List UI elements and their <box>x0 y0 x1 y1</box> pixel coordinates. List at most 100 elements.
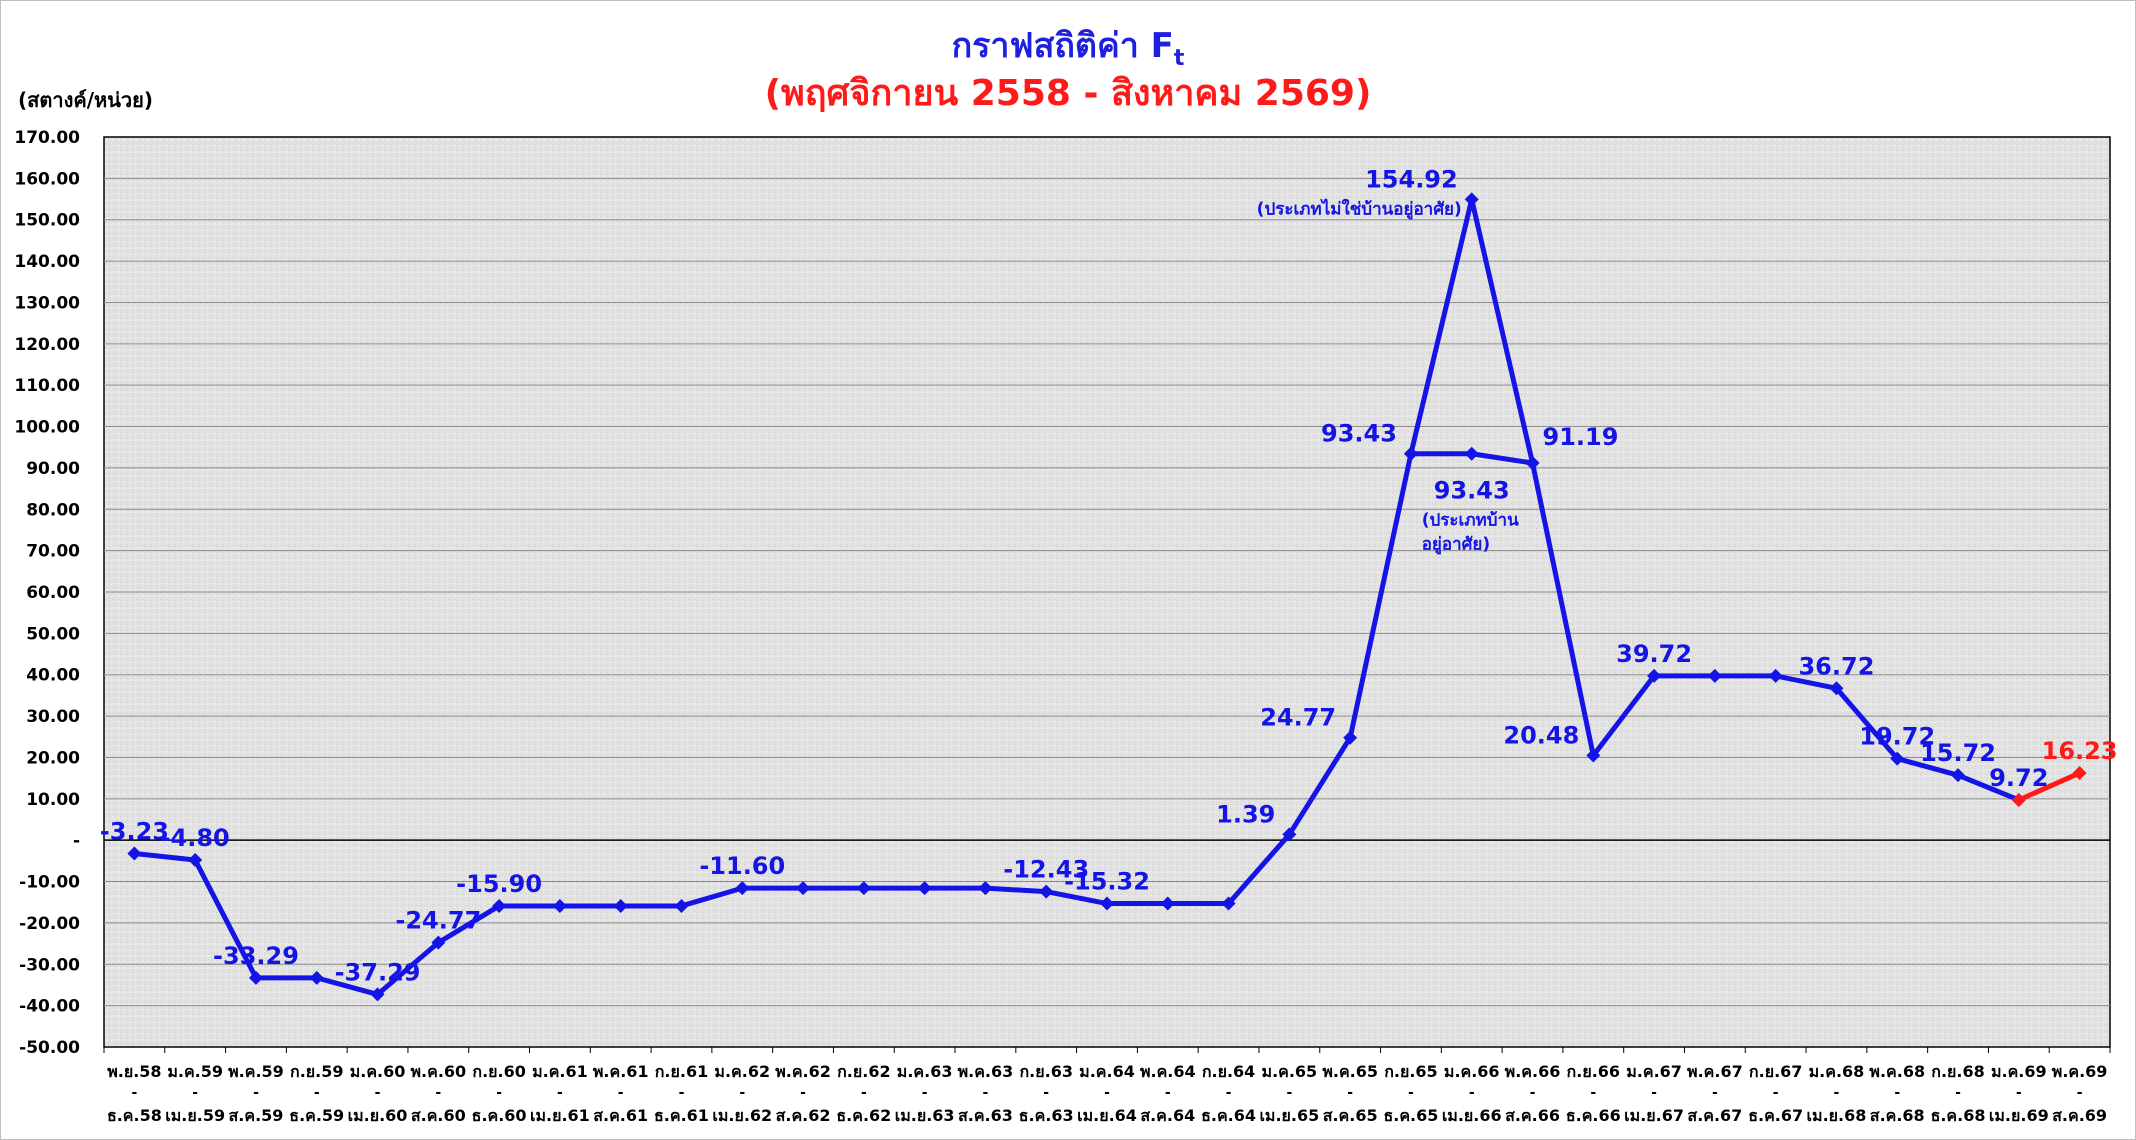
data-point-marker <box>1282 827 1297 842</box>
data-point-marker <box>1586 748 1601 763</box>
x-tick-label: ธ.ค.67 <box>1748 1106 1803 1125</box>
data-label: 24.77 <box>1260 704 1336 732</box>
data-point-marker <box>1768 668 1783 683</box>
data-label: 93.43 <box>1321 420 1397 448</box>
data-point-marker <box>735 881 750 896</box>
x-tick-label: ม.ค.64 <box>1079 1062 1135 1081</box>
x-tick-label: ก.ย.60 <box>472 1062 525 1081</box>
x-tick-separator: - <box>557 1085 563 1101</box>
x-tick-separator: - <box>375 1085 381 1101</box>
x-tick-separator: - <box>1043 1085 1049 1101</box>
x-tick-label: ก.ย.64 <box>1202 1062 1255 1081</box>
x-tick-label: พ.ค.67 <box>1687 1062 1743 1081</box>
y-tick-label: - <box>73 831 80 851</box>
data-point-marker <box>248 970 263 985</box>
data-point-marker <box>1100 896 1114 911</box>
data-label: -24.77 <box>395 907 481 935</box>
x-tick-separator: - <box>1773 1085 1779 1101</box>
x-tick-separator: - <box>496 1085 502 1101</box>
x-tick-label: เม.ย.60 <box>348 1106 408 1125</box>
x-tick-separator: - <box>1469 1085 1475 1101</box>
x-tick-separator: - <box>2077 1085 2083 1101</box>
x-tick-label: เม.ย.63 <box>895 1106 955 1125</box>
y-tick-label: 100.00 <box>14 418 80 438</box>
x-tick-separator: - <box>1712 1085 1718 1101</box>
y-tick-label: 30.00 <box>26 707 80 727</box>
y-tick-label: 130.00 <box>14 293 80 313</box>
x-tick-separator: - <box>2016 1085 2022 1101</box>
series-line-3 <box>2016 770 2083 803</box>
x-tick-separator: - <box>922 1085 928 1101</box>
data-label: -12.43 <box>1003 856 1089 884</box>
y-tick-label: -40.00 <box>19 997 80 1017</box>
x-tick-separator: - <box>1834 1085 1840 1101</box>
x-tick-separator: - <box>1651 1085 1657 1101</box>
annotation-label: อยู่อาศัย) <box>1422 535 1490 556</box>
x-tick-separator: - <box>1955 1085 1961 1101</box>
y-tick-label: -50.00 <box>19 1038 80 1058</box>
x-tick-label: เม.ย.62 <box>712 1106 772 1125</box>
x-tick-label: เม.ย.61 <box>530 1106 590 1125</box>
x-tick-label: ธ.ค.65 <box>1383 1106 1438 1125</box>
x-tick-label: ธ.ค.63 <box>1019 1106 1074 1125</box>
data-label: 154.92 <box>1365 165 1458 193</box>
y-tick-label: 110.00 <box>14 376 80 396</box>
data-point-marker <box>492 898 507 913</box>
annotation-label: (ประเภทบ้าน <box>1422 511 1519 531</box>
x-tick-separator: - <box>1104 1085 1110 1101</box>
y-tick-label: 60.00 <box>26 583 80 603</box>
x-tick-separator: - <box>1286 1085 1292 1101</box>
data-label: 19.72 <box>1859 723 1935 751</box>
data-label: 9.72 <box>1989 764 2048 792</box>
x-tick-label: ส.ค.60 <box>411 1106 466 1125</box>
x-tick-label: ธ.ค.68 <box>1931 1106 1986 1125</box>
x-tick-label: ม.ค.62 <box>714 1062 770 1081</box>
x-tick-label: ม.ค.67 <box>1626 1062 1682 1081</box>
x-tick-label: ส.ค.69 <box>2052 1106 2107 1125</box>
y-tick-label: -20.00 <box>19 914 80 934</box>
y-tick-label: 10.00 <box>26 790 80 810</box>
data-label: 91.19 <box>1543 423 1619 451</box>
data-point-marker <box>1647 668 1662 683</box>
data-point-marker <box>1403 446 1418 461</box>
x-tick-label: เม.ย.67 <box>1624 1106 1684 1125</box>
data-label: 16.23 <box>2042 737 2118 765</box>
y-tick-label: 20.00 <box>26 748 80 768</box>
x-tick-separator: - <box>314 1085 320 1101</box>
x-tick-separator: - <box>618 1085 624 1101</box>
x-tick-separator: - <box>739 1085 745 1101</box>
y-tick-label: 70.00 <box>26 542 80 562</box>
data-point-marker <box>1951 768 1966 783</box>
x-tick-separator: - <box>253 1085 259 1101</box>
x-tick-separator: - <box>1165 1085 1171 1101</box>
data-point-marker <box>1160 896 1175 911</box>
x-tick-separator: - <box>679 1085 685 1101</box>
chart-title-main: กราฟสถิติค่า F <box>951 26 1174 66</box>
x-tick-label: ก.ย.62 <box>837 1062 890 1081</box>
x-tick-label: พ.ย.58 <box>107 1062 161 1081</box>
y-tick-label: 160.00 <box>14 169 80 189</box>
data-label: -4.80 <box>161 824 230 852</box>
data-point-marker <box>1464 446 1479 461</box>
x-tick-label: ส.ค.66 <box>1505 1106 1560 1125</box>
data-label: 39.72 <box>1616 640 1692 668</box>
data-label: -37.29 <box>335 958 421 986</box>
data-label: -3.23 <box>100 818 169 846</box>
x-tick-separator: - <box>1408 1085 1414 1101</box>
x-tick-label: พ.ค.63 <box>958 1062 1014 1081</box>
x-tick-label: ม.ค.60 <box>350 1062 406 1081</box>
x-tick-label: พ.ค.65 <box>1322 1062 1378 1081</box>
data-point-marker <box>2072 766 2087 781</box>
x-tick-separator: - <box>435 1085 441 1101</box>
data-point-marker <box>1039 884 1054 899</box>
x-tick-label: ส.ค.61 <box>593 1106 648 1125</box>
x-tick-label: เม.ย.69 <box>1989 1106 2049 1125</box>
data-point-marker <box>2011 792 2026 807</box>
chart-subtitle: (พฤศจิกายน 2558 - สิงหาคม 2569) <box>764 73 1372 114</box>
data-label: 36.72 <box>1798 652 1874 680</box>
x-tick-label: ก.ย.63 <box>1019 1062 1072 1081</box>
data-point-marker <box>856 881 871 896</box>
data-label: 1.39 <box>1216 800 1275 828</box>
x-tick-separator: - <box>1530 1085 1536 1101</box>
